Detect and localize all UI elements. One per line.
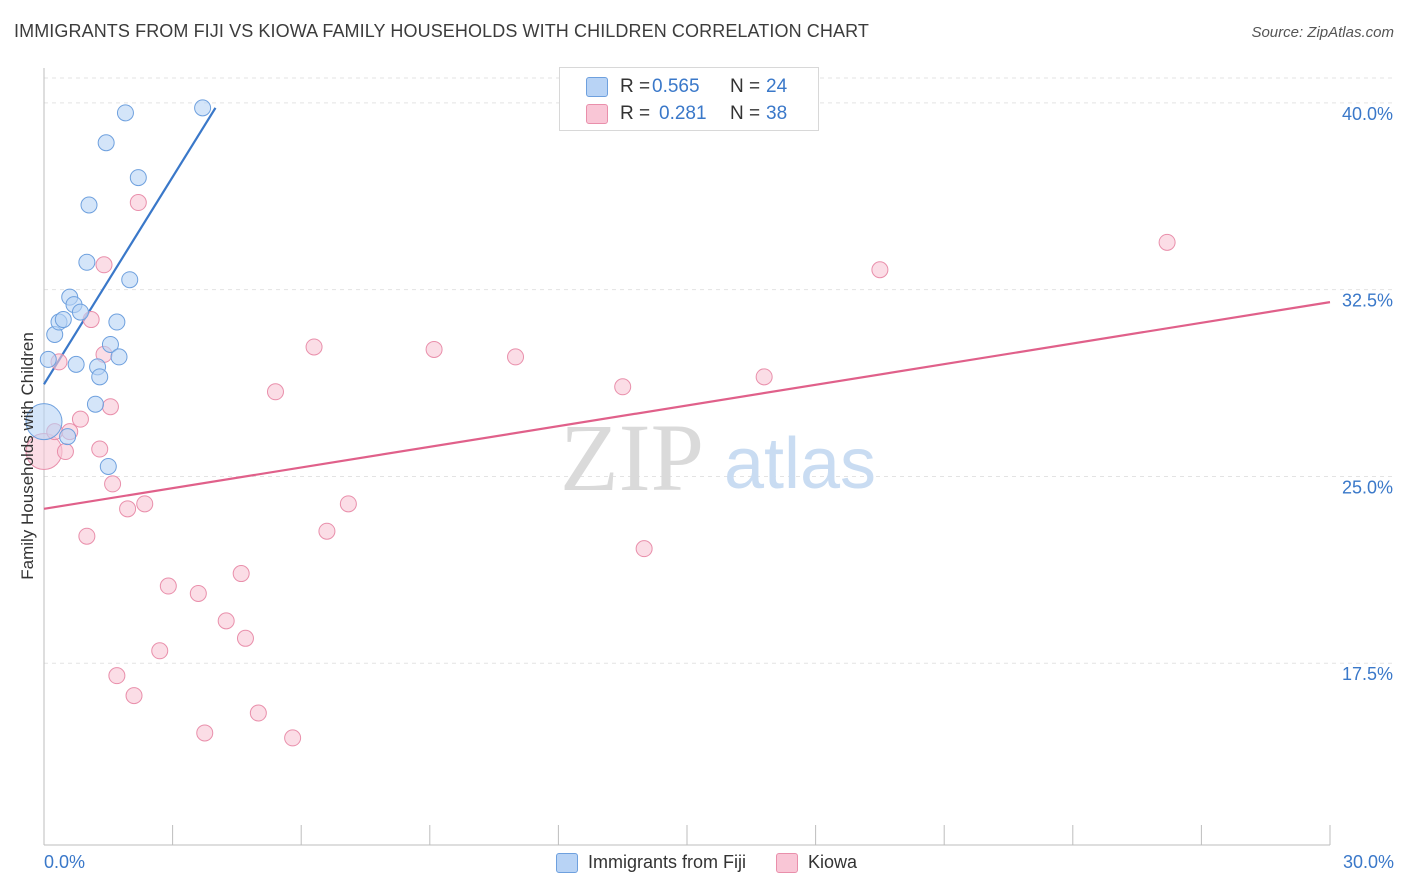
point-kiowa — [425, 340, 443, 358]
point-kiowa — [95, 256, 113, 274]
point-fiji — [116, 104, 134, 122]
point-fiji — [110, 348, 128, 366]
series-legend: Immigrants from Fiji Kiowa — [556, 852, 887, 873]
source-label: Source: ZipAtlas.com — [1251, 24, 1394, 41]
trend-line-fiji — [43, 107, 217, 385]
point-kiowa — [217, 612, 235, 630]
point-fiji — [25, 403, 63, 441]
series-swatch-kiowa — [776, 852, 799, 873]
point-kiowa — [196, 724, 214, 742]
x-tick-max: 30.0% — [1342, 852, 1394, 872]
y-axis-label: Family Households with Children — [18, 332, 37, 580]
legend-r-label: R = — [620, 76, 651, 97]
point-fiji — [71, 303, 89, 321]
point-kiowa — [101, 398, 119, 416]
y-tick-label: 40.0% — [1342, 104, 1393, 124]
point-kiowa — [249, 704, 267, 722]
trend-lines — [43, 107, 1331, 510]
watermark-zip: ZIP — [560, 404, 704, 511]
series-name-kiowa: Kiowa — [808, 852, 858, 872]
legend-r-value: 0.565 — [652, 76, 700, 97]
point-kiowa — [151, 642, 169, 660]
series-swatch-fiji — [556, 852, 578, 873]
legend-swatch-fiji — [586, 77, 608, 97]
data-points — [25, 99, 1176, 747]
y-tick-label: 32.5% — [1342, 291, 1393, 311]
legend-row-kiowa: R = 0.281 N = 38 — [560, 101, 818, 127]
legend-row-fiji: R = 0.565 N = 24 — [560, 74, 818, 100]
point-kiowa — [78, 527, 96, 545]
correlation-legend: R = 0.565 N = 24 R = 0.281 N = 38 — [559, 67, 819, 131]
point-kiowa — [236, 629, 254, 647]
point-kiowa — [232, 565, 250, 583]
point-kiowa — [284, 729, 302, 747]
point-fiji — [78, 253, 96, 271]
series-legend-kiowa: Kiowa — [776, 852, 857, 873]
x-tick-min: 0.0% — [44, 852, 86, 872]
point-kiowa — [635, 540, 653, 558]
point-kiowa — [507, 348, 525, 366]
legend-r-value: 0.281 — [659, 103, 707, 124]
point-fiji — [99, 457, 117, 475]
point-fiji — [39, 350, 57, 368]
point-fiji — [121, 271, 139, 289]
point-fiji — [194, 99, 212, 117]
point-kiowa — [614, 378, 632, 396]
point-kiowa — [104, 475, 122, 493]
point-kiowa — [119, 500, 137, 518]
series-name-fiji: Immigrants from Fiji — [588, 852, 747, 872]
point-fiji — [108, 313, 126, 331]
point-fiji — [97, 134, 115, 152]
y-tick-label: 17.5% — [1342, 664, 1393, 684]
y-tick-label: 25.0% — [1342, 477, 1393, 497]
point-kiowa — [871, 261, 889, 279]
point-kiowa — [305, 338, 323, 356]
point-fiji — [59, 428, 77, 446]
chart-title: IMMIGRANTS FROM FIJI VS KIOWA FAMILY HOU… — [14, 21, 869, 41]
point-kiowa — [1158, 233, 1176, 251]
point-kiowa — [91, 440, 109, 458]
watermark-atlas: atlas — [724, 424, 876, 504]
point-kiowa — [56, 443, 74, 461]
y-tick-labels: 17.5% 25.0% 32.5% 40.0% — [1342, 104, 1393, 684]
point-fiji — [101, 335, 119, 353]
point-fiji — [54, 311, 72, 329]
point-kiowa — [755, 368, 773, 386]
legend-n-label: N = — [730, 76, 761, 97]
point-fiji — [67, 355, 85, 373]
legend-n-value: 38 — [766, 103, 788, 124]
series-legend-fiji: Immigrants from Fiji — [556, 852, 746, 873]
point-kiowa — [71, 410, 89, 428]
point-kiowa — [108, 667, 126, 685]
trend-line-kiowa — [43, 301, 1331, 510]
point-fiji — [91, 368, 109, 386]
point-fiji — [129, 169, 147, 187]
point-kiowa — [318, 522, 336, 540]
point-fiji — [80, 196, 98, 214]
point-kiowa — [159, 577, 177, 595]
point-kiowa — [339, 495, 357, 513]
point-kiowa — [266, 383, 284, 401]
point-kiowa — [136, 495, 154, 513]
watermark: ZIP atlas — [560, 404, 876, 511]
legend-r-label: R = — [620, 103, 651, 124]
point-kiowa — [129, 194, 147, 212]
legend-swatch-kiowa — [586, 104, 608, 124]
point-fiji — [86, 395, 104, 413]
point-kiowa — [189, 584, 207, 602]
legend-n-label: N = — [730, 103, 761, 124]
point-kiowa — [125, 687, 143, 705]
legend-n-value: 24 — [766, 76, 788, 97]
